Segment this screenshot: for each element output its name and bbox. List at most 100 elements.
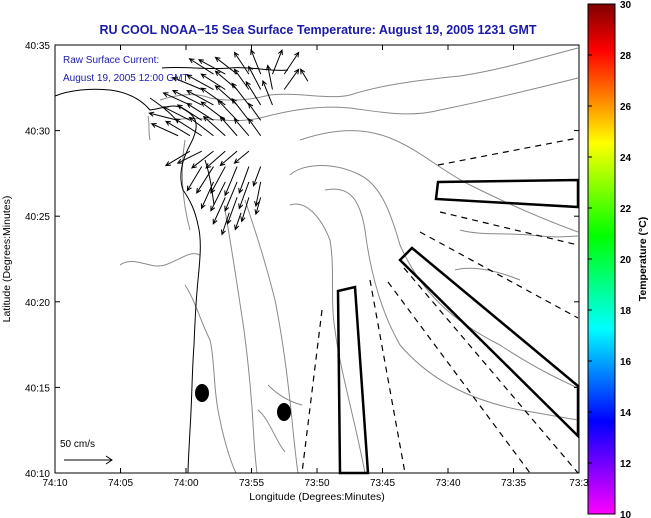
current-vector [262,79,273,106]
y-tick-label: 40:35 [25,41,50,52]
lane-line [437,137,579,166]
current-vector [210,166,226,194]
annotation-line2: August 19, 2005 12:00 GMT [63,73,189,84]
x-tick-label: 73:45 [370,478,395,489]
current-vector [219,150,238,167]
lane-line [439,211,579,246]
current-vector [191,150,214,169]
colorbar-tick-label: 24 [620,153,632,164]
scale-label: 50 cm/s [60,439,95,450]
current-vector [231,97,250,121]
y-tick-label: 40:25 [25,212,50,223]
current-vector [214,56,238,75]
x-tick-labels: 74:10 74:05 74:00 73:55 73:50 73:45 73:4… [42,478,589,489]
current-vector [233,118,250,137]
current-vector [186,74,214,90]
current-vector [148,111,179,121]
x-axis-label: Longitude (Degrees:Minutes) [249,491,384,503]
current-vector [248,118,262,137]
current-vector [202,115,226,137]
current-vector [171,90,202,106]
current-vector [224,166,238,197]
current-vector [196,166,214,194]
current-vector [186,89,214,106]
current-vector [231,82,250,106]
current-vector [200,87,226,106]
coastline-path [54,88,201,474]
x-tick-label: 73:3 [569,478,589,489]
colorbar-tick-label: 14 [620,408,632,419]
current-vector [245,80,262,106]
contour-line [299,130,579,233]
current-vector [238,181,250,210]
contour-line [289,203,366,474]
contour-line [257,384,303,453]
contour-line [184,284,237,474]
current-vector [200,181,214,210]
current-vector [219,115,238,137]
colorbar-ticks [588,3,592,515]
current-vectors [148,49,309,236]
x-tick-label: 73:55 [239,478,264,489]
x-tick-label: 74:05 [108,478,133,489]
current-vector [252,166,262,187]
scale-arrow [64,455,113,465]
current-vector [240,197,250,223]
buoy-marker [195,384,209,402]
current-vector [214,70,238,90]
current-vector [162,92,191,106]
map-plot: Raw Surface Current: August 19, 2005 12:… [54,44,580,475]
y-tick-labels: 40:35 40:30 40:25 40:20 40:15 40:10 [25,41,50,480]
current-vector [224,181,238,212]
contour-line [147,115,151,141]
y-tick-label: 40:15 [25,383,50,394]
colorbar-tick-label: 12 [620,459,632,470]
colorbar-tick-label: 20 [620,255,632,266]
chart-title: RU COOL NOAA−15 Sea Surface Temperature:… [99,23,536,37]
current-vector [220,212,230,236]
contour-line [159,47,579,101]
current-vector [250,49,262,75]
current-vector [233,51,250,75]
lane-line [403,267,579,474]
y-tick-label: 40:30 [25,127,50,138]
current-vector [214,84,238,106]
contour-line [119,253,201,267]
x-tick-label: 74:10 [42,478,67,489]
colorbar [587,3,616,515]
current-vector [283,68,300,90]
current-vector [162,106,191,121]
current-vector [210,181,226,212]
colorbar-tick-label: 28 [620,51,632,62]
current-vector [200,73,226,90]
colorbar-tick-label: 16 [620,357,632,368]
lane-line [387,281,531,474]
x-tick-label: 73:40 [435,478,460,489]
map-background [55,45,579,473]
current-vector [176,150,202,164]
contour-line [181,139,191,231]
current-vector [254,181,262,208]
current-vector [188,116,214,137]
colorbar-tick-label: 22 [620,204,632,215]
contour-line [454,267,521,281]
current-vector [271,49,283,75]
current-vector [217,99,238,121]
annotation-line1: Raw Surface Current: [63,55,159,66]
current-vector [205,150,226,169]
current-vector [254,197,262,216]
x-tick-label: 73:35 [501,478,526,489]
current-vector [197,59,226,75]
current-vector [265,64,273,90]
y-tick-label: 40:10 [25,469,50,480]
current-vector [150,123,179,137]
current-vector [238,166,250,195]
current-vector [186,102,214,121]
colorbar-tick-label: 18 [620,306,632,317]
current-vector [176,104,202,121]
colorbar-label: Temperature (°C) [637,217,649,302]
colorbar-tick-label: 30 [620,0,632,11]
colorbar-tick-label: 10 [620,510,632,518]
current-vector [164,150,191,167]
